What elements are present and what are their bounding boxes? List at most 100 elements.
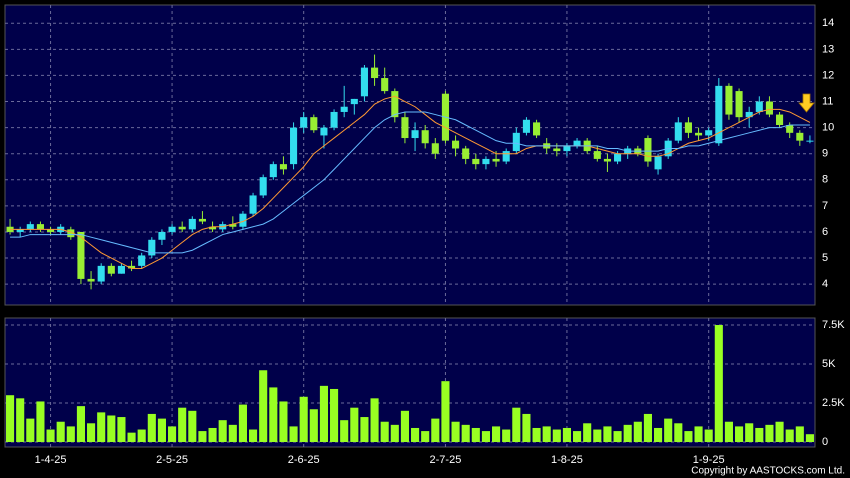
- volume-bar: [97, 412, 106, 443]
- candle-body: [512, 132, 520, 152]
- candle-body: [320, 127, 328, 136]
- arrow-icon: [798, 93, 815, 113]
- volume-bar: [562, 427, 571, 443]
- candle-body: [421, 130, 429, 144]
- volume-bar: [36, 401, 45, 443]
- price-panel: [4, 4, 816, 306]
- volume-bar: [46, 429, 55, 443]
- volume-bar: [400, 410, 409, 443]
- moving-average: [10, 111, 810, 254]
- candle-body: [431, 143, 439, 154]
- candle-body: [279, 164, 287, 170]
- y-tick-label: 11: [822, 95, 833, 107]
- volume-bar: [6, 395, 15, 443]
- volume-bar: [350, 407, 359, 443]
- candle-body: [138, 255, 146, 266]
- y-tick-label: 5: [822, 252, 828, 264]
- candle-body: [674, 122, 682, 141]
- y-tick-label: 0: [822, 436, 828, 448]
- volume-bar: [421, 431, 430, 443]
- volume-bar: [714, 325, 723, 443]
- candle-body: [168, 226, 176, 232]
- volume-bar: [259, 370, 268, 443]
- y-tick-label: 10: [822, 122, 834, 134]
- y-tick-label: 12: [822, 69, 834, 81]
- y-tick-label: 6: [822, 226, 828, 238]
- volume-bar: [512, 407, 521, 443]
- candle-body: [745, 111, 753, 118]
- y-tick-label: 7.5K: [822, 319, 845, 331]
- candle-body: [117, 265, 125, 274]
- y-tick-label: 4: [822, 278, 828, 290]
- candle-body: [796, 132, 804, 141]
- x-tick-label: 1-8-25: [551, 454, 583, 466]
- y-tick-label: 2.5K: [822, 397, 845, 409]
- volume-bar: [198, 431, 207, 443]
- candle-body: [553, 148, 561, 152]
- volume-bar: [56, 421, 65, 443]
- volume-bar: [340, 420, 349, 443]
- candle-body: [786, 125, 794, 133]
- y-tick-label: 8: [822, 174, 828, 186]
- candle-body: [249, 195, 257, 214]
- volume-bar: [502, 429, 511, 443]
- volume-bar: [795, 426, 804, 443]
- volume-bar: [147, 413, 156, 443]
- candle-body: [695, 132, 703, 136]
- volume-bar: [522, 413, 531, 443]
- volume-bar: [805, 434, 814, 443]
- y-tick-label: 7: [822, 200, 828, 212]
- volume-bar: [613, 431, 622, 443]
- candle-body: [644, 138, 652, 162]
- volume-bar: [16, 398, 25, 443]
- volume-bar: [785, 429, 794, 443]
- volume-bar: [299, 396, 308, 443]
- volume-panel: [4, 317, 816, 448]
- candle-body: [411, 130, 419, 139]
- y-tick-label: 14: [822, 17, 834, 29]
- candle-body: [492, 158, 500, 162]
- y-tick-label: 13: [822, 43, 834, 55]
- candle-body: [77, 231, 85, 279]
- candle-body: [381, 78, 389, 92]
- candle-body: [97, 265, 105, 282]
- candle-body: [573, 140, 581, 146]
- candle-body: [259, 177, 267, 196]
- candle-body: [47, 229, 55, 232]
- candle-body: [533, 122, 541, 136]
- volume-bar: [481, 431, 490, 443]
- candle-body: [269, 164, 277, 178]
- volume-bar: [208, 427, 217, 443]
- candle-body: [107, 265, 115, 274]
- volume-bar: [542, 426, 551, 443]
- volume-bar: [431, 418, 440, 443]
- volume-bar: [137, 429, 146, 443]
- candle-body: [603, 158, 611, 162]
- volume-bar: [127, 432, 136, 443]
- candle-body: [765, 101, 773, 115]
- volume-bar: [269, 387, 278, 443]
- x-tick-label: 1-9-25: [693, 454, 725, 466]
- candle-body: [391, 91, 399, 118]
- volume-bar: [724, 421, 733, 443]
- candle-body: [148, 239, 156, 256]
- candle-body: [806, 140, 814, 142]
- volume-bar: [643, 413, 652, 443]
- candle-body: [614, 153, 622, 162]
- volume-bar: [765, 424, 774, 443]
- candle-body: [482, 158, 490, 165]
- volume-bar: [552, 429, 561, 443]
- moving-average: [10, 95, 811, 269]
- volume-bar: [249, 429, 258, 443]
- candle-body: [300, 117, 308, 128]
- candle-body: [158, 231, 166, 240]
- volume-bar: [674, 423, 683, 443]
- candle-body: [178, 226, 186, 230]
- volume-bar: [228, 424, 237, 443]
- x-tick-label: 1-4-25: [35, 454, 67, 466]
- candle-body: [330, 111, 338, 128]
- candle-body: [776, 114, 784, 125]
- volume-bar: [279, 401, 288, 443]
- candle-body: [340, 106, 348, 112]
